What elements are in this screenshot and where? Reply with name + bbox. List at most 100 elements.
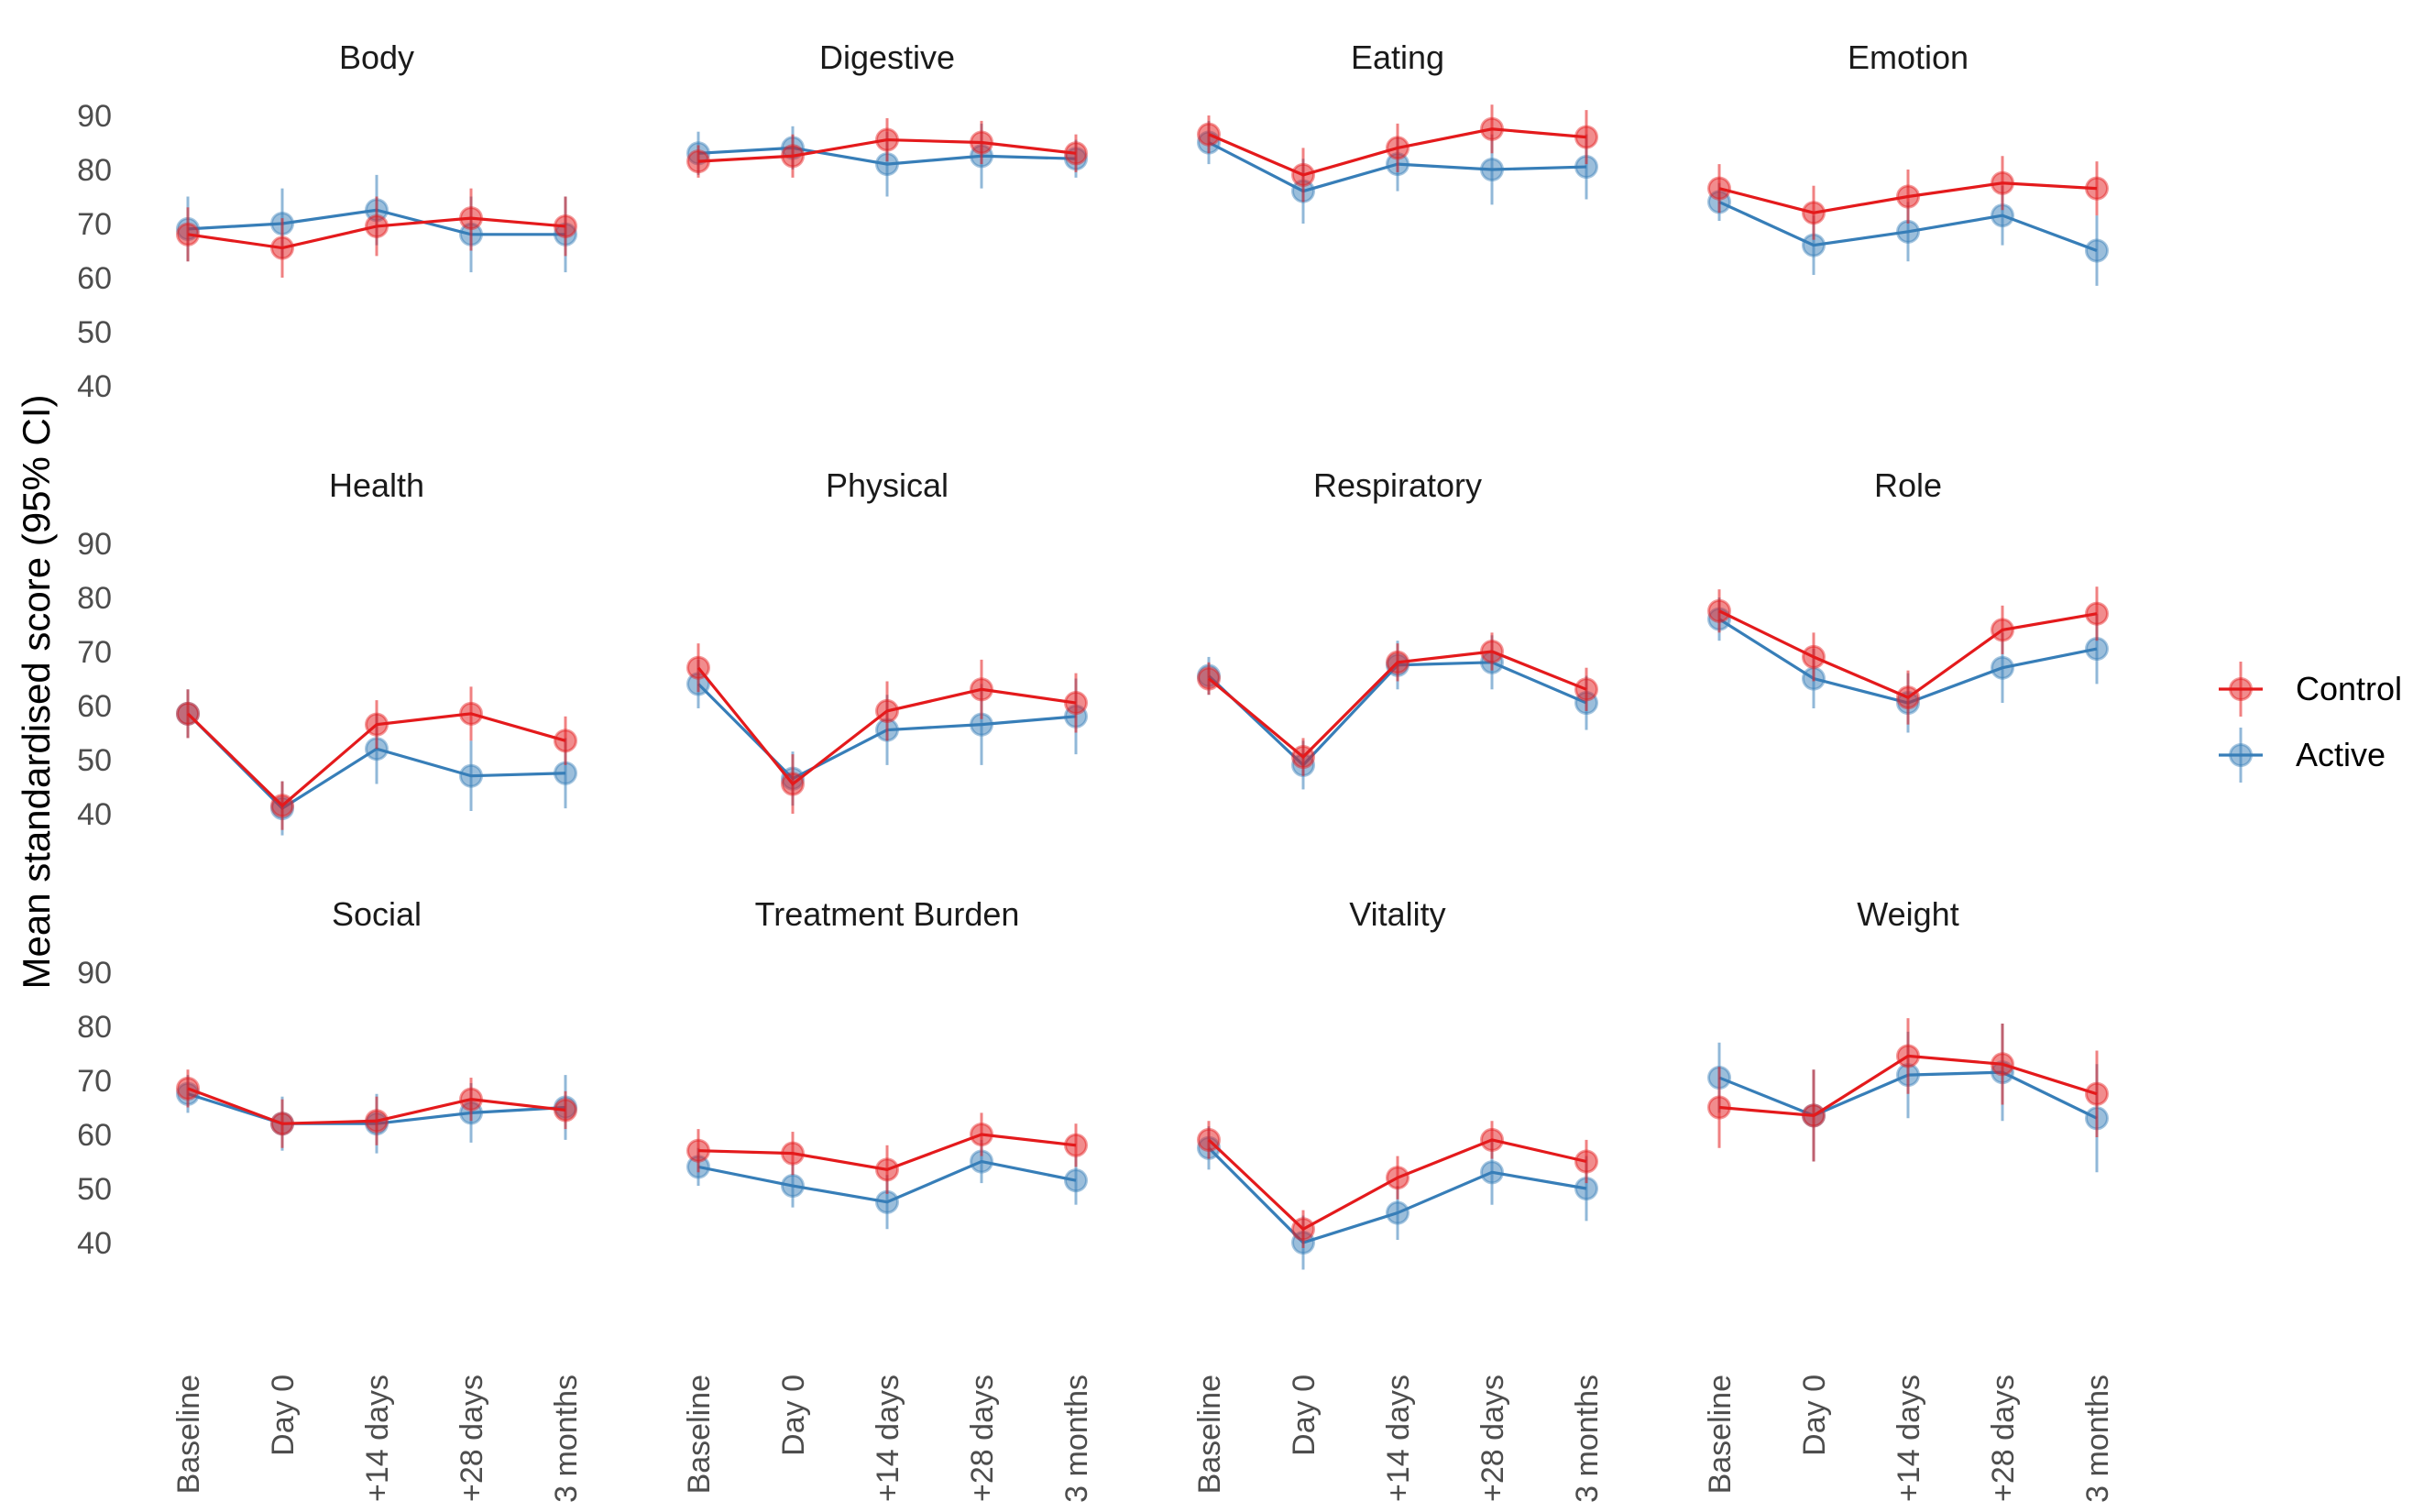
x-tick-label: +14 days (871, 1375, 905, 1502)
data-point (2085, 637, 2109, 662)
data-point (554, 729, 577, 753)
panel-role: Role (1707, 466, 2109, 733)
data-point (176, 222, 200, 247)
data-point (1802, 644, 1826, 669)
data-point (459, 701, 483, 726)
series-control (176, 686, 577, 830)
data-point (365, 1109, 389, 1134)
series-control (1707, 586, 2109, 725)
series-active (686, 1139, 1088, 1230)
series-control (1197, 1121, 1598, 1248)
data-point (781, 144, 805, 169)
x-tick-label: Baseline (682, 1375, 717, 1494)
data-point (1197, 666, 1221, 691)
y-tick-label: 60 (77, 261, 112, 296)
panel-digestive: Digestive (686, 38, 1088, 197)
panel-title: Health (329, 466, 424, 504)
data-point (1802, 201, 1826, 225)
data-point (781, 772, 805, 796)
panel-emotion: Emotion (1707, 38, 2109, 286)
data-point (176, 701, 200, 726)
data-point (1991, 170, 2014, 195)
series-control (1707, 156, 2109, 240)
panel-title: Physical (826, 466, 949, 504)
x-tick-label: +14 days (1381, 1375, 1416, 1502)
panel-social: Social 40 50 60 70 80 90 Baseline Day 0 +14 days +… (77, 895, 584, 1503)
x-tick-label: 3 months (1059, 1375, 1094, 1503)
x-tick-label: +28 days (455, 1375, 489, 1502)
panel-vitality: Vitality Baseline Day 0 +14 days +28 days 3 m… (1192, 895, 1605, 1503)
data-point (781, 1174, 805, 1199)
data-point (554, 214, 577, 238)
panel-title: Eating (1351, 38, 1444, 76)
panels-group: Body 40 50 60 70 80 90 Digestive Eating Emotion He… (77, 38, 2115, 1503)
data-point (1197, 1127, 1221, 1152)
data-point (1480, 1160, 1504, 1185)
legend-label: Control (2296, 670, 2402, 707)
panel-title: Digestive (819, 38, 955, 76)
data-point (875, 127, 899, 152)
panel-health: Health 40 50 60 70 80 90 (77, 466, 577, 836)
series-control (686, 117, 1088, 178)
data-point (1480, 640, 1504, 663)
y-tick-label: 60 (77, 1118, 112, 1153)
data-point (686, 149, 710, 174)
x-tick-label: 3 months (1570, 1375, 1605, 1503)
data-point (1386, 136, 1409, 160)
panel-respiratory: Respiratory (1197, 466, 1598, 790)
x-tick-label: +28 days (965, 1375, 1000, 1502)
data-point (1574, 1149, 1598, 1174)
y-tick-label: 50 (77, 743, 112, 778)
panel-title: Weight (1857, 895, 1958, 933)
y-tick-label: 70 (77, 1064, 112, 1099)
y-tick-label: 50 (77, 1172, 112, 1207)
data-point (1480, 158, 1504, 181)
data-point (1064, 1133, 1088, 1157)
y-axis-label: Mean standardised score (95% CI) (15, 395, 58, 990)
legend-item-control: Control (2219, 662, 2402, 717)
y-tick-label: 40 (77, 797, 112, 832)
panel-title: Role (1874, 466, 1942, 504)
x-tick-label: 3 months (549, 1375, 584, 1503)
y-tick-label: 70 (77, 207, 112, 242)
x-tick-label: +14 days (360, 1375, 395, 1502)
panel-treatment-burden: Treatment Burden Baseline Day 0 +14 days +28… (682, 895, 1094, 1503)
series-control (1707, 1018, 2109, 1162)
data-point (1064, 141, 1088, 166)
data-point (1991, 618, 2014, 642)
data-point (1896, 685, 1920, 710)
panel-title: Social (332, 895, 422, 933)
data-point (1291, 745, 1315, 770)
series-control (1197, 632, 1598, 776)
panel-weight: Weight Baseline Day 0 +14 days +28 days 3 mon… (1703, 895, 2115, 1503)
data-point (970, 677, 993, 702)
x-tick-label: Day 0 (266, 1375, 301, 1456)
data-point (1991, 1052, 2014, 1077)
x-tick-label: Baseline (1703, 1375, 1738, 1494)
y-tick-label: 90 (77, 99, 112, 134)
panel-physical: Physical (686, 466, 1088, 814)
legend-label: Active (2296, 736, 2386, 773)
data-point (1802, 1103, 1826, 1128)
data-point (1480, 1127, 1504, 1152)
y-tick-label: 80 (77, 153, 112, 188)
data-point (1991, 655, 2014, 680)
data-point (459, 1087, 483, 1112)
y-tick-label: 90 (77, 527, 112, 562)
data-point (686, 1138, 710, 1163)
legend-marker (2229, 677, 2253, 701)
y-tick-label: 90 (77, 956, 112, 991)
panel-eating: Eating (1197, 38, 1598, 224)
series-control (176, 188, 577, 278)
y-tick-label: 80 (77, 1010, 112, 1045)
y-tick-label: 40 (77, 369, 112, 404)
x-tick-label: Baseline (171, 1375, 206, 1494)
data-point (459, 763, 483, 788)
data-point (365, 712, 389, 737)
data-point (554, 761, 577, 785)
data-point (2085, 176, 2109, 201)
data-point (365, 214, 389, 238)
data-point (1386, 1200, 1409, 1225)
panel-title: Body (339, 38, 414, 76)
data-point (1291, 162, 1315, 187)
